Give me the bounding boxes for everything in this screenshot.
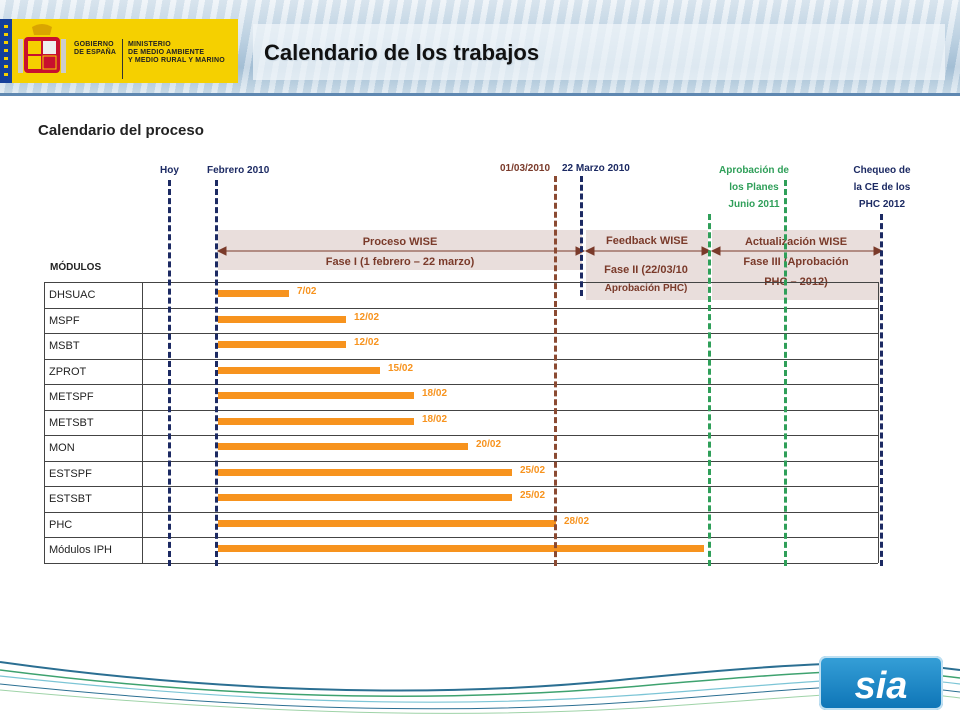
phase-actualizacion-sub1: Fase III (Aprobación	[743, 256, 849, 268]
milestone-aprobacion-line-b	[784, 180, 787, 566]
progress-date-label: 15/02	[388, 363, 414, 374]
milestone-marzo22-line	[580, 176, 583, 296]
sia-logo: sia	[819, 656, 943, 710]
grid-row-line	[44, 563, 878, 564]
grid-row-line	[44, 512, 878, 513]
grid-row-line	[44, 308, 878, 309]
module-name: DHSUAC	[49, 289, 96, 301]
sia-logo-icon: sia	[855, 665, 908, 707]
grid-column-line	[878, 282, 879, 563]
grid-column-line	[142, 282, 143, 563]
module-name: MON	[49, 442, 75, 454]
coat-of-arms-icon	[18, 24, 66, 73]
phase-feedback-sub2: Aprobación PHC)	[604, 283, 688, 294]
milestone-aprobacion-line-a	[708, 214, 711, 566]
progress-date-label: 18/02	[422, 414, 448, 425]
milestone-chequeo-line	[880, 214, 883, 566]
module-name: METSBT	[49, 417, 94, 429]
logo-divider	[122, 39, 123, 79]
progress-date-label: 20/02	[476, 439, 502, 450]
phase-wise-subtitle: Fase I (1 febrero – 22 marzo)	[325, 256, 475, 268]
milestone-febrero-line	[215, 180, 218, 566]
phase-wise-title: Proceso WISE	[362, 236, 438, 248]
progress-bar	[218, 392, 414, 399]
milestone-marzo1-line	[554, 176, 557, 566]
progress-date-label: 25/02	[520, 465, 546, 476]
progress-bar	[218, 316, 346, 323]
progress-bar	[218, 469, 512, 476]
grid-row-line	[44, 384, 878, 385]
module-name: MSPF	[49, 315, 80, 327]
grid-row-line	[44, 435, 878, 436]
progress-date-label: 18/02	[422, 388, 448, 399]
grid-row-line	[44, 486, 878, 487]
section-title: Calendario del proceso	[38, 122, 204, 139]
milestone-chequeo-label: Chequeo de la CE de los PHC 2012	[853, 165, 911, 210]
progress-date-label: 12/02	[354, 337, 380, 348]
progress-bar	[218, 443, 468, 450]
progress-date-label: 25/02	[520, 490, 546, 501]
grid-row-line	[44, 282, 878, 283]
footer-waves	[0, 661, 960, 714]
progress-bar	[218, 520, 556, 527]
progress-bar	[218, 367, 380, 374]
logo-ministry-text: MINISTERIO DE MEDIO AMBIENTE Y MEDIO RUR…	[128, 41, 225, 64]
header-divider	[0, 93, 960, 96]
eu-flag-strip	[0, 19, 12, 83]
title-box	[253, 24, 945, 80]
progress-date-label: 7/02	[297, 286, 317, 297]
grid-row-line	[44, 359, 878, 360]
milestone-marzo22-label: 22 Marzo 2010	[562, 163, 630, 174]
progress-bar	[218, 290, 289, 297]
milestone-aprobacion-label: Aprobación de los Planes Junio 2011	[718, 165, 789, 210]
milestone-marzo1-label: 01/03/2010	[500, 163, 551, 174]
grid-row-line	[44, 333, 878, 334]
milestone-hoy-label: Hoy	[160, 165, 179, 176]
phase-feedback-title: Feedback WISE	[606, 235, 688, 247]
module-name: ESTSBT	[49, 493, 92, 505]
page-title: Calendario de los trabajos	[264, 40, 540, 65]
government-logo: GOBIERNO DE ESPAÑA MINISTERIO DE MEDIO A…	[0, 19, 238, 83]
module-name: METSPF	[49, 391, 94, 403]
phase-feedback-sub1: Fase II (22/03/10	[604, 264, 688, 276]
grid-row-line	[44, 537, 878, 538]
module-name: ZPROT	[49, 366, 87, 378]
module-name: ESTSPF	[49, 468, 92, 480]
progress-bar	[218, 545, 704, 552]
phase-actualizacion-title: Actualización WISE	[744, 236, 848, 248]
logo-government-text: GOBIERNO DE ESPAÑA	[74, 41, 117, 56]
svg-text:sia: sia	[855, 665, 908, 707]
milestone-febrero-label: Febrero 2010	[207, 165, 270, 176]
modules-header: MÓDULOS	[50, 262, 102, 273]
milestone-hoy-line	[168, 180, 171, 566]
progress-bar	[218, 418, 414, 425]
phase-actualizacion-band	[712, 230, 880, 300]
progress-bar	[218, 341, 346, 348]
phase-feedback-band	[586, 230, 708, 300]
phase-wise-band	[218, 230, 582, 270]
progress-date-label: 12/02	[354, 312, 380, 323]
grid-row-line	[44, 410, 878, 411]
module-name: PHC	[49, 519, 73, 531]
module-name: Módulos IPH	[49, 544, 112, 556]
progress-bar	[218, 494, 512, 501]
grid-column-line	[44, 282, 45, 563]
progress-date-label: 28/02	[564, 516, 590, 527]
module-name: MSBT	[49, 340, 80, 352]
grid-row-line	[44, 461, 878, 462]
